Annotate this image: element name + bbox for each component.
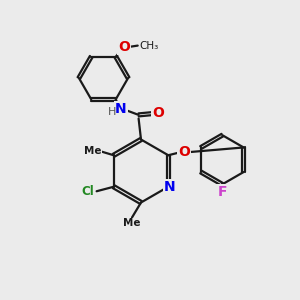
Text: F: F — [218, 185, 227, 200]
Text: CH₃: CH₃ — [139, 40, 158, 51]
Text: N: N — [115, 102, 126, 116]
Text: Me: Me — [123, 218, 141, 229]
Text: H: H — [108, 107, 117, 117]
Text: O: O — [152, 106, 164, 120]
Text: O: O — [178, 145, 190, 159]
Text: Cl: Cl — [81, 185, 94, 198]
Text: O: O — [118, 40, 130, 54]
Text: N: N — [164, 180, 176, 194]
Text: Me: Me — [84, 146, 101, 156]
